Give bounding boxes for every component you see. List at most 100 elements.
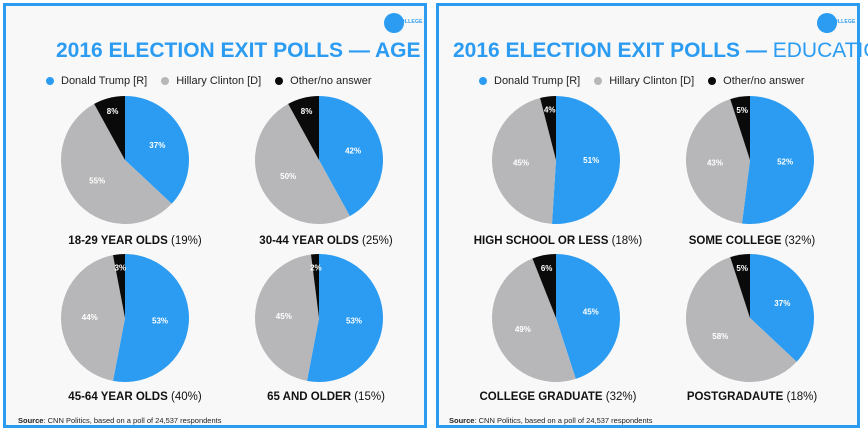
pie-slice-label-clinton: 44% <box>82 313 98 322</box>
pie-slice-trump <box>125 96 189 204</box>
pie-caption-label: COLLEGE GRADUATE <box>479 391 603 403</box>
pie-slice-trump <box>750 254 814 362</box>
pie-slice-trump <box>307 254 383 383</box>
pie-slice-label-other: 5% <box>736 264 748 273</box>
pie-slice-label-other: 8% <box>301 107 313 116</box>
pie-caption-share: (18%) <box>611 235 643 247</box>
pie-slice-label-clinton: 45% <box>276 312 292 321</box>
logo-text: COLLEGE <box>397 19 423 25</box>
legend-label-clinton: Hillary Clinton [D] <box>176 75 262 87</box>
pie-slice-label-trump: 42% <box>345 146 361 155</box>
legend-item-trump: Donald Trump [R] <box>46 75 147 87</box>
pie-slice-label-trump: 45% <box>583 308 599 317</box>
legend-label-trump: Donald Trump [R] <box>61 75 148 87</box>
pie-slice-clinton <box>61 103 172 224</box>
pie-6: 45% 49% 6% <box>491 254 620 383</box>
pie-caption-label: 18-29 YEAR OLDS <box>68 235 168 247</box>
source-text: : CNN Politics, based on a poll of 24,53… <box>474 416 653 425</box>
pie-slice-clinton <box>685 257 797 382</box>
pie-slice-trump <box>113 254 189 383</box>
source-note-age: Source: CNN Politics, based on a poll of… <box>18 416 221 425</box>
pie-4: 51% 45% 4% <box>492 96 620 225</box>
pie-caption-label: HIGH SCHOOL OR LESS <box>473 235 609 247</box>
logo-circle-icon <box>384 13 404 33</box>
legend-label-clinton: Hillary Clinton [D] <box>609 75 695 87</box>
legend-age: Donald Trump [R] Hillary Clinton [D] Oth… <box>46 75 386 87</box>
pie-caption-label: 65 AND OLDER <box>267 391 352 403</box>
pie-caption-4: HIGH SCHOOL OR LESS (18%) <box>463 235 653 247</box>
legend-swatch-clinton <box>594 77 603 85</box>
pie-slice-label-clinton: 45% <box>513 158 529 167</box>
pie-slice-label-clinton: 49% <box>515 325 531 334</box>
pie-5: 52% 43% 5% <box>686 96 814 225</box>
pie-3: 53% 45% 2% <box>254 254 383 383</box>
pie-slice-label-clinton: 55% <box>89 177 105 186</box>
logo-text: COLLEGE <box>830 19 856 25</box>
pie-slice-other <box>532 254 556 318</box>
legend-item-trump: Donald Trump [R] <box>479 75 580 87</box>
pie-slice-label-other: 5% <box>736 106 748 115</box>
legend-swatch-trump <box>479 77 487 85</box>
pie-slice-label-other: 3% <box>115 263 127 272</box>
pie-caption-share: (15%) <box>354 391 385 403</box>
pie-caption-label: 30-44 YEAR OLDS <box>259 235 359 247</box>
pie-slice-label-other: 2% <box>310 263 322 272</box>
pie-slice-label-trump: 52% <box>777 157 793 166</box>
title-suffix: AGE <box>374 39 421 62</box>
pie-slice-label-other: 8% <box>107 107 119 116</box>
pie-slice-label-other: 4% <box>544 106 556 115</box>
pie-caption-label: POSTGRADAUTE <box>686 391 784 403</box>
chart-title-education: 2016 ELECTION EXIT POLLS — EDUCATION <box>453 39 868 63</box>
pie-caption-share: (18%) <box>786 391 818 403</box>
pie-caption-share: (32%) <box>605 391 637 403</box>
pie-caption-label: SOME COLLEGE <box>688 235 782 247</box>
pie-slice-other <box>310 254 319 318</box>
legend-label-other: Other/no answer <box>723 75 805 87</box>
pie-slice-clinton <box>254 103 350 225</box>
pie-slice-label-trump: 51% <box>583 156 599 165</box>
legend-swatch-other <box>708 77 717 85</box>
chart-title-age: 2016 ELECTION EXIT POLLS — AGE <box>56 39 420 63</box>
pie-caption-share: (25%) <box>362 235 393 247</box>
pie-caption-share: (19%) <box>171 235 202 247</box>
pie-slice-label-trump: 37% <box>774 299 790 308</box>
legend-swatch-clinton <box>161 77 170 85</box>
pie-slice-trump <box>741 96 814 225</box>
pie-slice-label-trump: 53% <box>346 316 362 325</box>
source-label: Source <box>449 416 475 425</box>
pie-slice-label-other: 6% <box>541 264 553 273</box>
pie-slice-other <box>113 254 125 318</box>
pie-slice-clinton <box>60 255 125 381</box>
pie-caption-1: 30-44 YEAR OLDS (25%) <box>231 235 421 247</box>
pie-caption-5: SOME COLLEGE (32%) <box>657 235 847 247</box>
source-text: : CNN Politics, based on a poll of 24,53… <box>43 416 222 425</box>
pie-slice-clinton <box>492 98 556 224</box>
pie-caption-2: 45-64 YEAR OLDS (40%) <box>40 391 230 403</box>
legend-education: Donald Trump [R] Hillary Clinton [D] Oth… <box>479 75 819 87</box>
pie-caption-7: POSTGRADAUTE (18%) <box>657 391 847 403</box>
pie-slice-trump <box>319 96 384 217</box>
pie-slice-label-trump: 53% <box>152 316 168 325</box>
legend-swatch-trump <box>46 77 54 85</box>
pie-slice-other <box>730 254 750 318</box>
legend-label-trump: Donald Trump [R] <box>494 75 581 87</box>
pie-slice-label-trump: 37% <box>149 141 165 150</box>
pie-slice-other <box>730 96 750 160</box>
legend-item-clinton: Hillary Clinton [D] <box>594 75 694 87</box>
age-panel: COLLEGE 2016 ELECTION EXIT POLLS — AGE D… <box>3 3 427 428</box>
title-main: 2016 ELECTION EXIT POLLS — <box>453 39 773 62</box>
legend-item-clinton: Hillary Clinton [D] <box>161 75 261 87</box>
pie-slice-trump <box>551 96 620 225</box>
source-note-education: Source: CNN Politics, based on a poll of… <box>449 416 652 425</box>
legend-swatch-other <box>275 77 284 85</box>
pie-caption-3: 65 AND OLDER (15%) <box>231 391 421 403</box>
pie-0: 37% 55% 8% <box>61 96 189 224</box>
pie-slice-label-clinton: 50% <box>280 172 296 181</box>
logo-circle-icon <box>817 13 837 33</box>
legend-label-other: Other/no answer <box>290 75 372 87</box>
pie-caption-share: (40%) <box>171 391 202 403</box>
pie-caption-share: (32%) <box>784 235 816 247</box>
pie-caption-0: 18-29 YEAR OLDS (19%) <box>40 235 230 247</box>
pie-slice-clinton <box>686 99 750 224</box>
